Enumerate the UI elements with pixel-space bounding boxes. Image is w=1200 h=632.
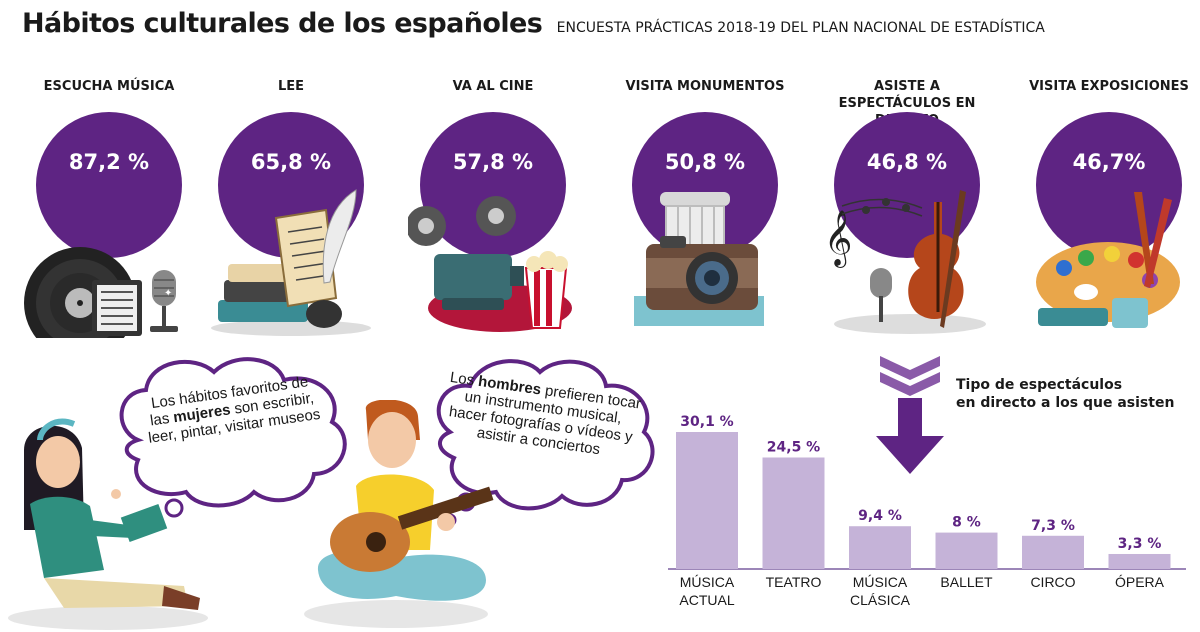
category-label-5: ÓPERA xyxy=(1115,574,1165,590)
svg-text:𝄞: 𝄞 xyxy=(824,210,852,268)
habit-reading: LEE 65,8 % xyxy=(206,78,376,338)
bar-5 xyxy=(1108,553,1171,569)
camera-column-icon xyxy=(634,192,764,326)
man-guitar-icon xyxy=(304,400,494,628)
bar-value-label-0: 30,1 % xyxy=(680,414,733,430)
habit-label: VA AL CINE xyxy=(452,79,534,94)
habit-label: ESCUCHA MÚSICA xyxy=(43,79,175,94)
page-subtitle: ENCUESTA PRÁCTICAS 2018-19 DEL PLAN NACI… xyxy=(556,20,1045,36)
habit-percentage: 46,7% xyxy=(1072,150,1146,174)
habit-monuments: VISITA MONUMENTOS 50,8 % xyxy=(620,78,790,338)
bar-4 xyxy=(1022,535,1084,569)
habit-exhibitions: VISITA EXPOSICIONES 46,7% xyxy=(1024,78,1194,338)
violin-music-icon: 𝄞 xyxy=(824,190,986,334)
habit-percentage: 57,8 % xyxy=(452,150,534,174)
women-speech-bubble: Los hábitos favoritos de las mujeres son… xyxy=(98,350,360,532)
paint-palette-icon xyxy=(1036,192,1180,328)
svg-text:✦: ✦ xyxy=(152,237,162,251)
habit-music: ESCUCHA MÚSICA 87,2 % ✦ ✦ xyxy=(24,78,194,338)
books-quill-icon xyxy=(211,189,371,336)
chart-title-line-1: Tipo de espectáculos xyxy=(956,377,1123,393)
header: Hábitos culturales de los españoles ENCU… xyxy=(22,8,1182,52)
bar-chart-svg: 30,1 % MÚSICA ACTUAL 24,5 % TEATRO 9,4 % MÚSIC… xyxy=(668,414,1186,608)
category-label-1: TEATRO xyxy=(766,574,822,590)
down-arrow-icon xyxy=(876,356,944,474)
bar-value-label-5: 3,3 % xyxy=(1118,536,1162,552)
bar-2 xyxy=(849,526,911,569)
bar-value-label-4: 7,3 % xyxy=(1031,518,1075,534)
svg-text:✦: ✦ xyxy=(164,288,172,299)
habit-label: LEE xyxy=(277,79,305,94)
bar-value-label-2: 9,4 % xyxy=(858,508,902,524)
bar-value-label-1: 24,5 % xyxy=(767,439,820,455)
habit-cinema: VA AL CINE 57,8 % xyxy=(408,78,578,338)
film-projector-icon xyxy=(408,196,572,332)
bar-value-label-3: 8 % xyxy=(952,515,981,531)
cloud-bubble-icon xyxy=(119,357,347,531)
page-title: Hábitos culturales de los españoles xyxy=(22,8,543,39)
habit-label: VISITA EXPOSICIONES xyxy=(1029,79,1189,94)
habit-percentage: 46,8 % xyxy=(866,150,948,174)
chart-title: Tipo de espectáculos en directo a los qu… xyxy=(956,376,1174,412)
men-bubble-pre: Los xyxy=(448,368,480,390)
woman-reading-icon xyxy=(8,418,208,630)
bar-3 xyxy=(935,532,998,569)
bar-0 xyxy=(676,432,738,569)
category-label-3: BALLET xyxy=(940,574,993,590)
category-label-2: MÚSICA CLÁSICA xyxy=(850,574,911,608)
chart-title-line-2: en directo a los que asisten xyxy=(956,395,1175,411)
habit-percentage: 65,8 % xyxy=(250,150,332,174)
habit-percentage: 87,2 % xyxy=(68,150,150,174)
habit-circle xyxy=(36,112,182,258)
category-label-0: MÚSICA ACTUAL xyxy=(679,574,735,608)
bar-1 xyxy=(762,457,825,569)
category-label-4: CIRCO xyxy=(1030,574,1075,590)
habit-live-shows: ASISTE A ESPECTÁCULOS EN DIRECTO 46,8 % … xyxy=(822,78,992,338)
live-shows-chart: Tipo de espectáculos en directo a los qu… xyxy=(660,350,1200,632)
vinyl-record-icon: ✦ ✦ xyxy=(24,237,178,338)
habit-percentage: 50,8 % xyxy=(664,150,746,174)
habit-label: VISITA MONUMENTOS xyxy=(625,79,785,94)
